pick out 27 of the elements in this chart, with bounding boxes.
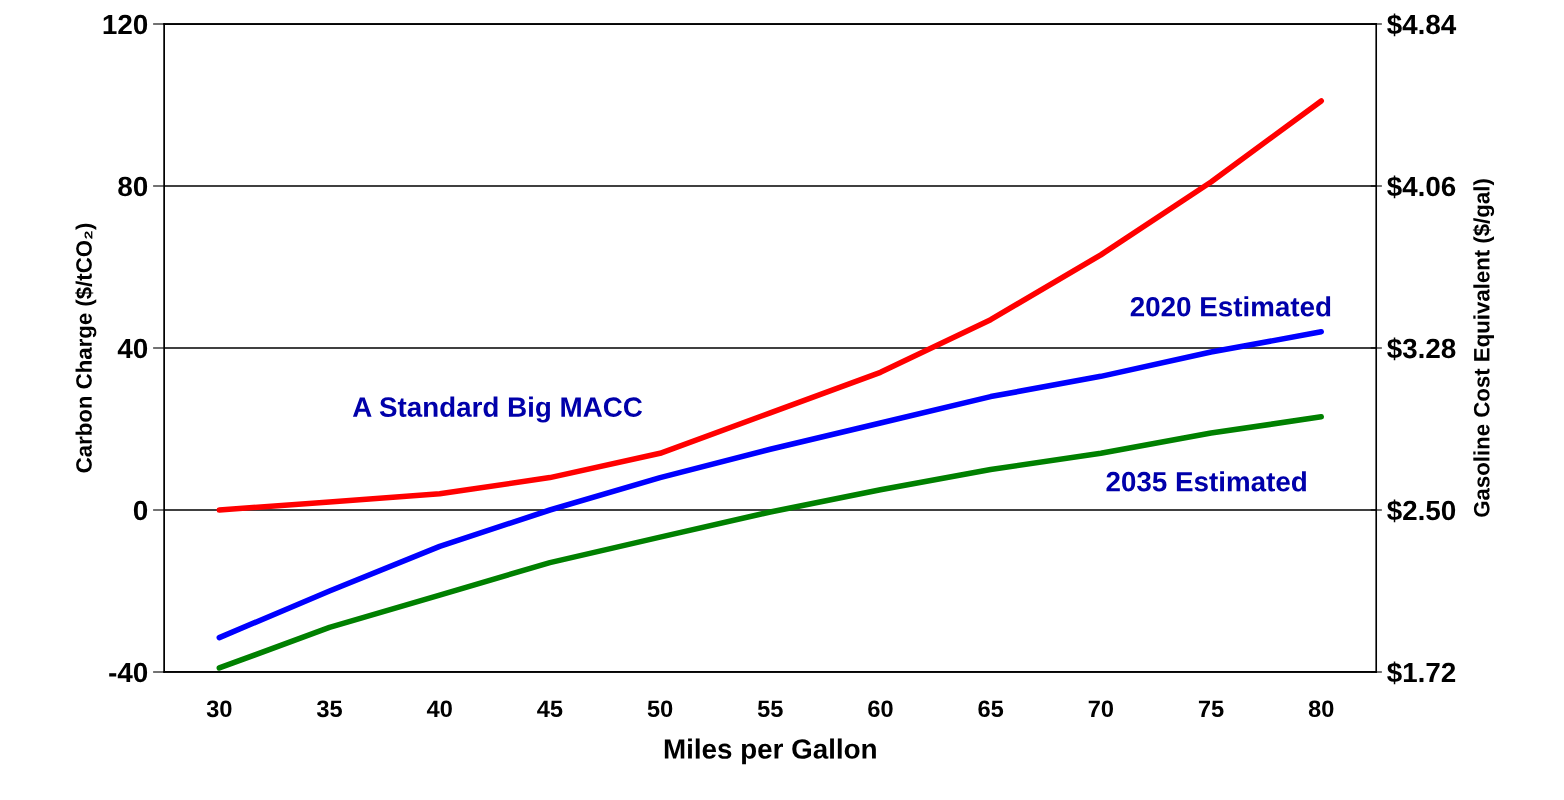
y-tick-label: 40 <box>117 338 148 359</box>
x-tick-label: 45 <box>537 700 563 718</box>
annotation: A Standard Big MACC <box>352 396 643 423</box>
x-tick-label: 40 <box>426 700 452 718</box>
y2-tick-label: $3.28 <box>1387 337 1456 361</box>
x-tick-label: 70 <box>1088 700 1114 718</box>
annotation: 2020 Estimated <box>1130 296 1331 317</box>
x-tick-label: 55 <box>757 700 783 718</box>
y-tick-label: 120 <box>103 14 148 35</box>
x-tick-label: 65 <box>978 700 1004 718</box>
y2-tick-label: $2.50 <box>1387 499 1456 523</box>
x-tick-label: 80 <box>1308 700 1334 718</box>
y2-tick-label: $4.84 <box>1387 13 1457 37</box>
x-tick-label: 30 <box>206 700 232 718</box>
y2-tick-label: $1.72 <box>1387 661 1456 685</box>
y-axis-title: Carbon Charge ($/tCO₂) <box>75 223 97 473</box>
y-tick-label: 0 <box>133 500 148 521</box>
x-tick-label: 75 <box>1198 700 1224 718</box>
y-tick-label: -40 <box>109 662 148 683</box>
y2-axis-title: Gasoline Cost Equivalent ($/gal) <box>1472 179 1495 517</box>
x-tick-label: 35 <box>316 700 342 718</box>
x-tick-label: 50 <box>647 700 673 718</box>
y-tick-label: 80 <box>118 176 148 197</box>
x-axis-title: Miles per Gallon <box>664 738 876 765</box>
y2-tick-label: $4.06 <box>1387 175 1456 199</box>
annotation: 2035 Estimated <box>1106 471 1306 492</box>
x-tick-label: 60 <box>868 700 893 718</box>
